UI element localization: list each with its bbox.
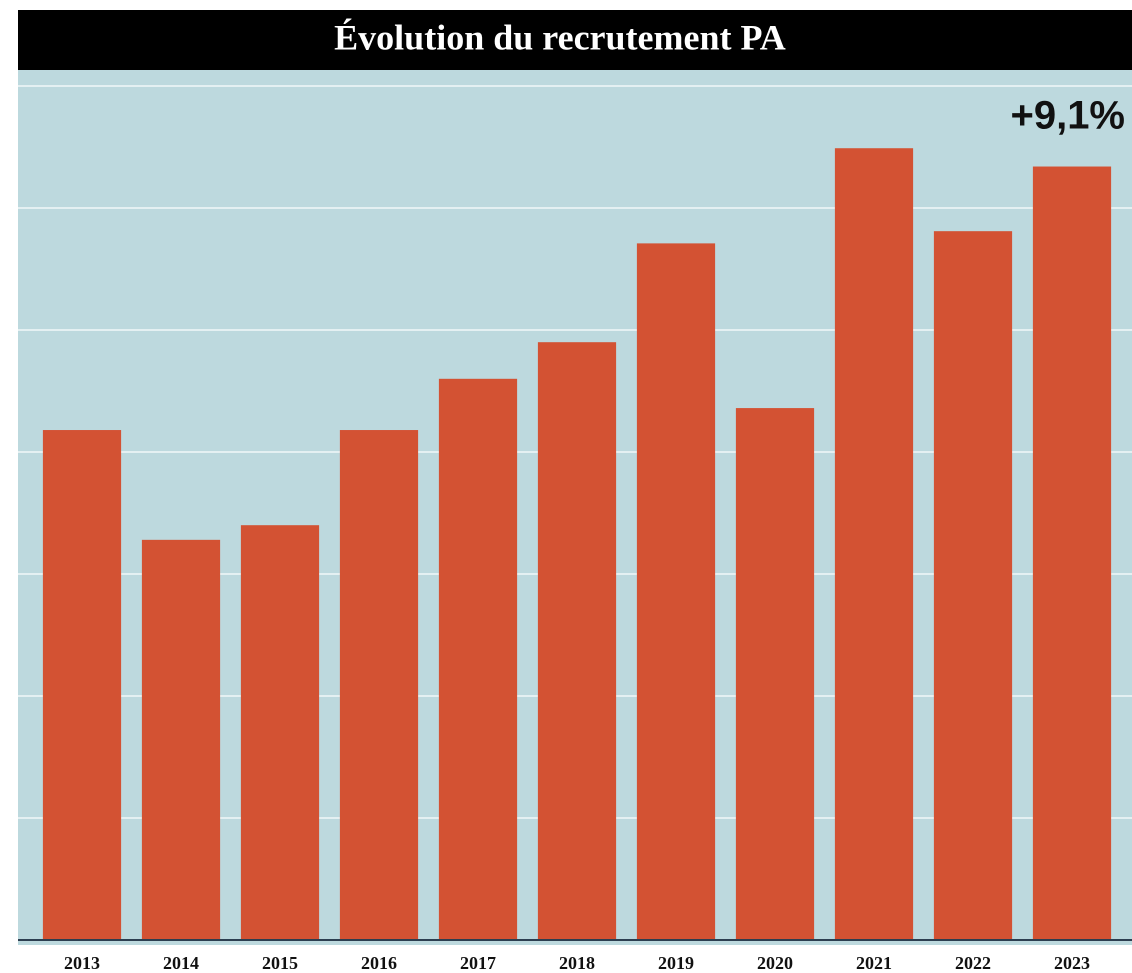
x-tick-label: 2013 <box>64 953 100 973</box>
x-tick-label: 2021 <box>856 953 892 973</box>
bar <box>636 243 716 940</box>
x-tick-label: 2017 <box>460 953 496 973</box>
x-tick-label: 2018 <box>559 953 595 973</box>
bar <box>834 148 914 941</box>
bar <box>141 539 221 940</box>
title-bar <box>18 10 1132 70</box>
bar <box>42 430 122 940</box>
bar <box>240 525 320 940</box>
chart-title: Évolution du recrutement PA <box>334 17 786 57</box>
bar <box>537 342 617 940</box>
bar <box>438 378 518 940</box>
x-tick-label: 2020 <box>757 953 793 973</box>
x-tick-label: 2019 <box>658 953 694 973</box>
x-tick-label: 2016 <box>361 953 397 973</box>
x-tick-label: 2022 <box>955 953 991 973</box>
x-tick-label: 2014 <box>163 953 199 973</box>
annotation: +9,1% <box>1010 94 1125 138</box>
bar <box>933 231 1013 940</box>
x-tick-label: 2023 <box>1054 953 1090 973</box>
bar <box>339 430 419 940</box>
bar <box>1032 166 1112 940</box>
x-tick-label: 2015 <box>262 953 298 973</box>
bar <box>735 408 815 941</box>
